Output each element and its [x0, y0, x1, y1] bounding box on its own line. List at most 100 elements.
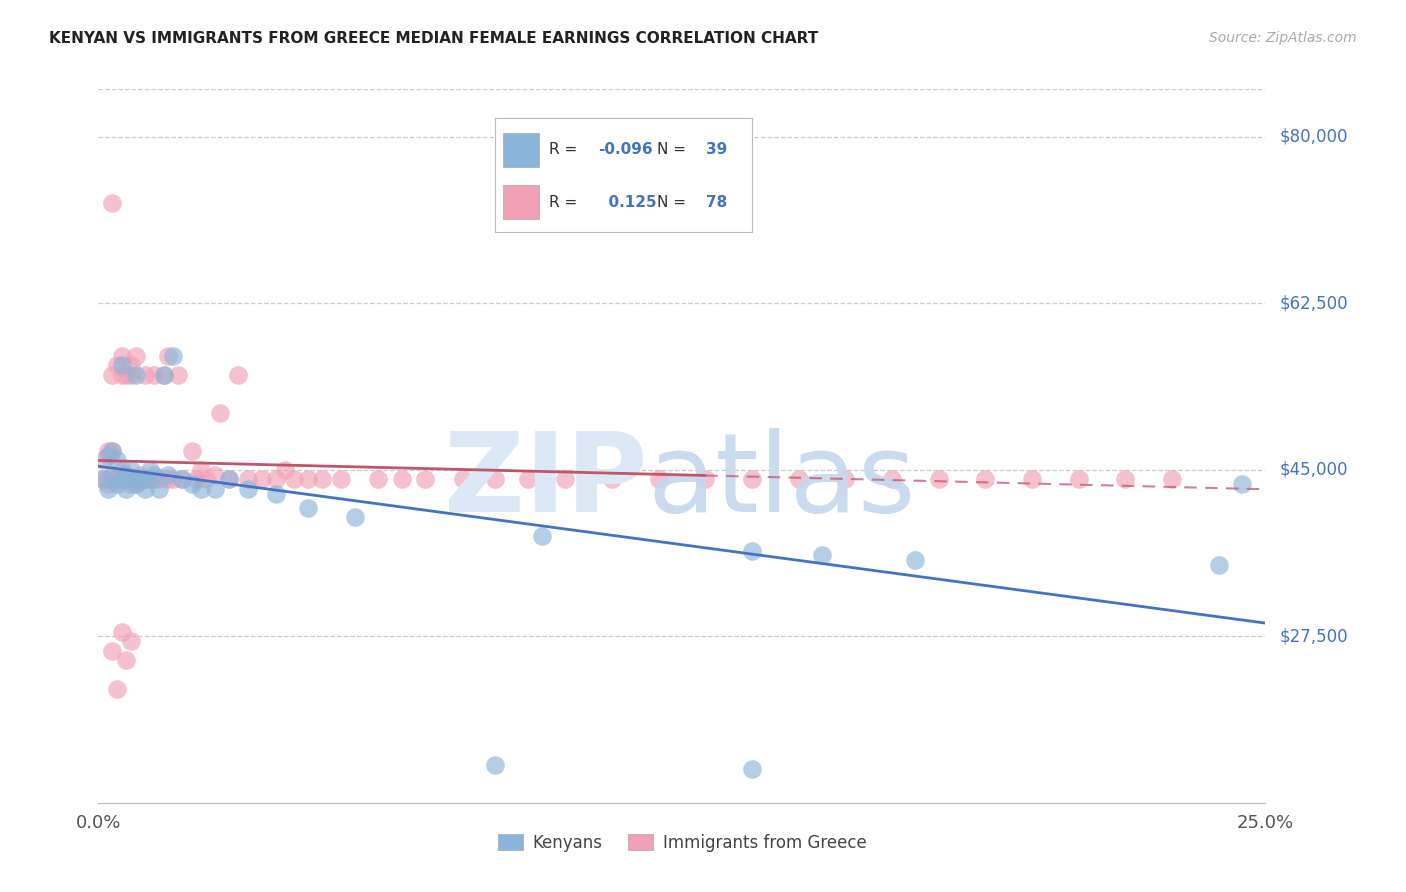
Point: [101, 643, 124, 657]
Point: [1230, 477, 1253, 491]
Point: [111, 467, 134, 482]
Point: [484, 472, 506, 486]
Point: [186, 472, 208, 486]
Point: [139, 463, 162, 477]
Text: KENYAN VS IMMIGRANTS FROM GREECE MEDIAN FEMALE EARNINGS CORRELATION CHART: KENYAN VS IMMIGRANTS FROM GREECE MEDIAN …: [49, 31, 818, 46]
Point: [647, 472, 669, 486]
Point: [811, 549, 834, 563]
Point: [741, 543, 763, 558]
Point: [1208, 558, 1230, 572]
Point: [125, 368, 148, 382]
Point: [695, 472, 717, 486]
Point: [134, 472, 156, 486]
Point: [1067, 472, 1090, 486]
Point: [236, 482, 259, 496]
Point: [974, 472, 997, 486]
Point: [111, 358, 134, 372]
Text: $80,000: $80,000: [1279, 128, 1348, 145]
Point: [330, 472, 353, 486]
Point: [134, 482, 156, 496]
Point: [120, 472, 142, 486]
Point: [208, 406, 231, 420]
Point: [152, 368, 174, 382]
Point: [120, 368, 142, 382]
Point: [148, 482, 170, 496]
Point: [152, 368, 174, 382]
Point: [880, 472, 903, 486]
Point: [928, 472, 950, 486]
Point: [143, 472, 166, 486]
Point: [451, 472, 474, 486]
Point: [162, 472, 184, 486]
Point: [157, 467, 180, 482]
Point: [115, 482, 138, 496]
Point: [228, 368, 250, 382]
Point: [115, 467, 138, 482]
Point: [115, 368, 138, 382]
Point: [139, 472, 162, 486]
Point: [101, 443, 124, 458]
Point: [264, 486, 287, 500]
Point: [413, 472, 436, 486]
Point: [134, 472, 156, 486]
Point: [91, 453, 114, 467]
Legend: Kenyans, Immigrants from Greece: Kenyans, Immigrants from Greece: [491, 828, 873, 859]
Point: [236, 472, 259, 486]
Point: [180, 477, 202, 491]
Point: [134, 472, 156, 486]
Point: [97, 477, 120, 491]
Point: [741, 472, 763, 486]
Point: [166, 368, 188, 382]
Point: [143, 467, 166, 482]
Point: [105, 681, 128, 696]
Point: [741, 763, 763, 777]
Point: [97, 472, 120, 486]
Text: Source: ZipAtlas.com: Source: ZipAtlas.com: [1209, 31, 1357, 45]
Point: [111, 463, 134, 477]
Point: [834, 472, 856, 486]
Point: [1114, 472, 1136, 486]
Point: [129, 467, 152, 482]
Point: [180, 443, 202, 458]
Point: [530, 529, 553, 543]
Point: [148, 472, 170, 486]
Point: [125, 472, 148, 486]
Point: [101, 467, 124, 482]
Point: [204, 467, 226, 482]
Point: [218, 472, 240, 486]
Point: [367, 472, 389, 486]
Point: [1021, 472, 1043, 486]
Point: [120, 358, 142, 372]
Point: [125, 477, 148, 491]
Point: [194, 472, 217, 486]
Point: [283, 472, 305, 486]
Point: [105, 358, 128, 372]
Point: [120, 634, 142, 648]
Point: [101, 472, 124, 486]
Point: [97, 449, 120, 463]
Text: $27,500: $27,500: [1279, 627, 1348, 645]
Point: [172, 472, 194, 486]
Point: [129, 472, 152, 486]
Point: [115, 472, 138, 486]
Point: [115, 653, 138, 667]
Point: [101, 196, 124, 211]
Point: [105, 453, 128, 467]
Point: [297, 472, 319, 486]
Point: [344, 510, 367, 524]
Point: [97, 443, 120, 458]
Point: [218, 472, 240, 486]
Point: [105, 477, 128, 491]
Point: [111, 368, 134, 382]
Point: [264, 472, 287, 486]
Point: [120, 477, 142, 491]
Point: [91, 472, 114, 486]
Point: [172, 472, 194, 486]
Point: [516, 472, 538, 486]
Text: $45,000: $45,000: [1279, 461, 1348, 479]
Point: [190, 463, 212, 477]
Point: [134, 368, 156, 382]
Point: [91, 472, 114, 486]
Point: [97, 482, 120, 496]
Point: [129, 472, 152, 486]
